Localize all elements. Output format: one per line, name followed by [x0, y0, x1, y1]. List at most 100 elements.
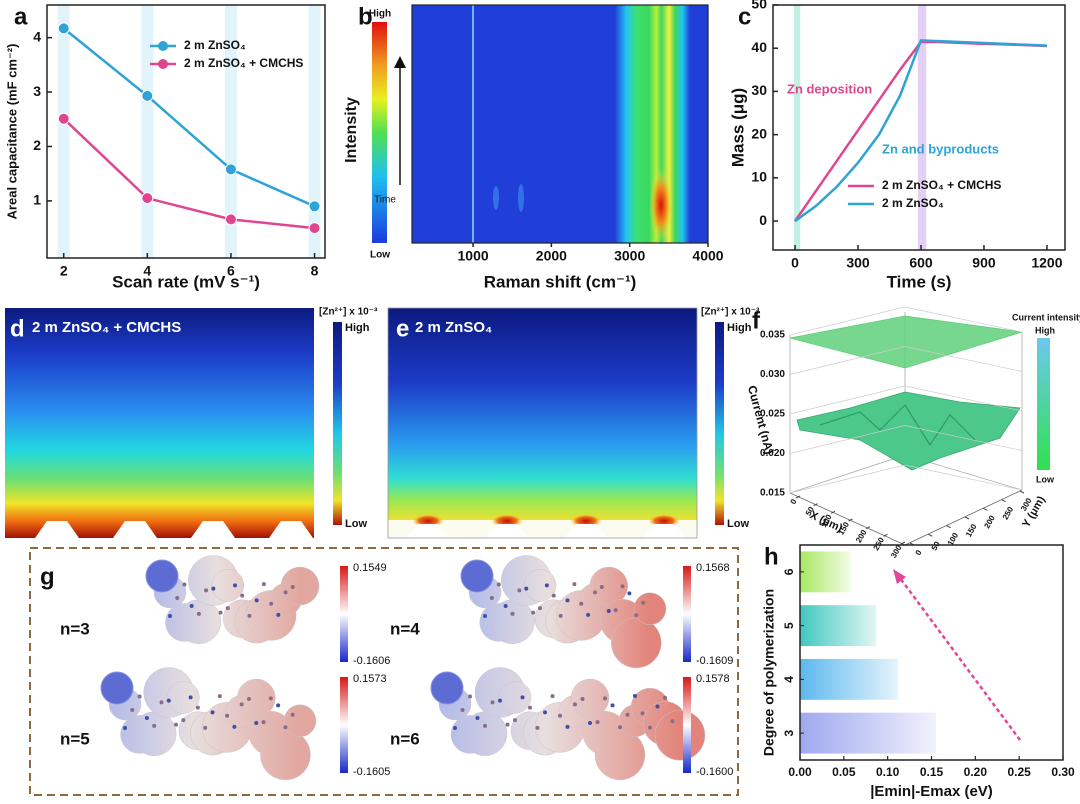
x-band — [57, 5, 70, 258]
z-tick-label: 0.030 — [760, 369, 785, 380]
colorbar-max: 0.1549 — [353, 562, 387, 574]
legend-label: 2 m ZnSO₄ + CMCHS — [184, 56, 303, 70]
x-tick-label: 200 — [854, 528, 869, 545]
y-tick-label: 5 — [782, 622, 796, 629]
annotation: Zn and byproducts — [882, 141, 999, 156]
panel-label: d — [10, 315, 25, 342]
x-tick-label: 2000 — [536, 248, 567, 264]
y-tick — [1019, 490, 1025, 494]
x-tick — [795, 495, 801, 499]
molecule-label: n=4 — [390, 619, 420, 638]
shaded-span — [793, 5, 801, 250]
y-tick-label: 50 — [751, 0, 767, 12]
raman-map — [372, 4, 709, 244]
colorbar-title: Current intensity — [1012, 312, 1080, 322]
colorbar-max: 0.1578 — [696, 673, 730, 685]
colorbar-label: Low — [1036, 474, 1055, 484]
z-tick-label: 0.035 — [760, 330, 785, 341]
y-tick-label: 250 — [1001, 505, 1016, 522]
z-tick-label: 0.020 — [760, 448, 785, 459]
contour-map — [5, 308, 342, 538]
y-tick — [1001, 499, 1006, 503]
series-line — [794, 39, 1048, 223]
marker — [141, 89, 154, 102]
panel-label: g — [40, 563, 55, 590]
colorbar-max: 0.1573 — [353, 673, 387, 685]
molecule — [145, 555, 320, 644]
x-tick-label: 0.00 — [788, 765, 812, 779]
x-tick-label: 300 — [846, 255, 870, 271]
panel-label: h — [764, 543, 779, 570]
x-axis-label: Time (s) — [887, 272, 952, 291]
marker — [224, 163, 237, 176]
y-axis-label: Degree of polymerization — [761, 589, 777, 756]
x-tick-label: 0.25 — [1007, 765, 1031, 779]
x-tick-label: 1000 — [458, 248, 489, 264]
marker — [224, 213, 237, 226]
esp-colorbar — [340, 566, 348, 662]
colorbar-max: 0.1568 — [696, 562, 730, 574]
y-tick-label: 4 — [33, 28, 41, 44]
legend-label: 2 m ZnSO₄ — [882, 196, 944, 210]
legend-marker — [158, 59, 168, 69]
y-tick-label: 3 — [782, 729, 796, 736]
legend-marker — [158, 41, 168, 51]
colorbar-label: Low — [370, 250, 390, 261]
grid-line — [789, 464, 1023, 494]
y-tick — [946, 525, 951, 529]
x-band — [141, 5, 154, 258]
y-tick-label: 200 — [982, 513, 997, 530]
grid-line — [789, 425, 1023, 454]
x-tick — [848, 518, 853, 522]
x-tick-label: 0.10 — [876, 765, 900, 779]
marker — [308, 200, 321, 213]
x-tick-label: 2 — [60, 263, 68, 279]
colorbar-min: -0.1600 — [696, 766, 733, 778]
colorbar-title: [Zn²⁺] x 10⁻³ — [701, 307, 760, 318]
panel-label: c — [738, 3, 751, 30]
bar — [800, 551, 851, 593]
x-tick-label: 0 — [789, 497, 799, 506]
panel-label: e — [396, 315, 409, 342]
x-axis-label: |Emin|-Emax (eV) — [870, 783, 993, 800]
y-tick-label: 4 — [782, 676, 796, 683]
legend-label: 2 m ZnSO₄ + CMCHS — [882, 178, 1001, 192]
annotation: Zn deposition — [787, 81, 872, 96]
legend-label: 2 m ZnSO₄ — [184, 38, 246, 52]
x-axis-label: X (μm) — [808, 509, 844, 534]
y-tick — [928, 533, 933, 537]
marker — [57, 22, 70, 35]
y-tick-label: 2 — [33, 137, 41, 153]
y-tick-label: 150 — [964, 522, 979, 539]
series-line — [62, 27, 316, 208]
bar — [800, 605, 877, 647]
x-tick-label: 0.20 — [964, 765, 988, 779]
panel-label: a — [14, 3, 28, 30]
x-tick — [830, 510, 836, 514]
marker — [308, 222, 321, 235]
colorbar-min: -0.1605 — [353, 766, 390, 778]
x-tick-label: 0.05 — [832, 765, 856, 779]
y-tick-label: 1 — [33, 192, 41, 208]
esp-colorbar — [340, 677, 348, 773]
x-tick-label: 1200 — [1031, 255, 1062, 271]
colorbar-title: [Zn²⁺] x 10⁻³ — [319, 307, 378, 318]
y-tick — [983, 507, 988, 511]
y-axis-label: Areal capacitance (mF cm⁻²) — [4, 44, 19, 220]
y-tick-label: 20 — [751, 125, 767, 141]
molecule-label: n=6 — [390, 729, 420, 748]
x-tick — [883, 533, 888, 537]
x-tick-label: 250 — [872, 535, 887, 552]
x-band — [308, 5, 321, 258]
bar — [800, 712, 936, 754]
z-tick-label: 0.015 — [760, 488, 785, 499]
contour-map — [387, 307, 724, 539]
marker — [57, 112, 70, 125]
esp-colorbar — [683, 677, 691, 773]
molecule — [460, 555, 667, 669]
y-tick-label: 40 — [751, 39, 767, 55]
y-tick-label: 30 — [751, 82, 767, 98]
x-axis-label: Scan rate (mV s⁻¹) — [112, 272, 260, 291]
y-axis-label: Intensity — [343, 97, 360, 163]
